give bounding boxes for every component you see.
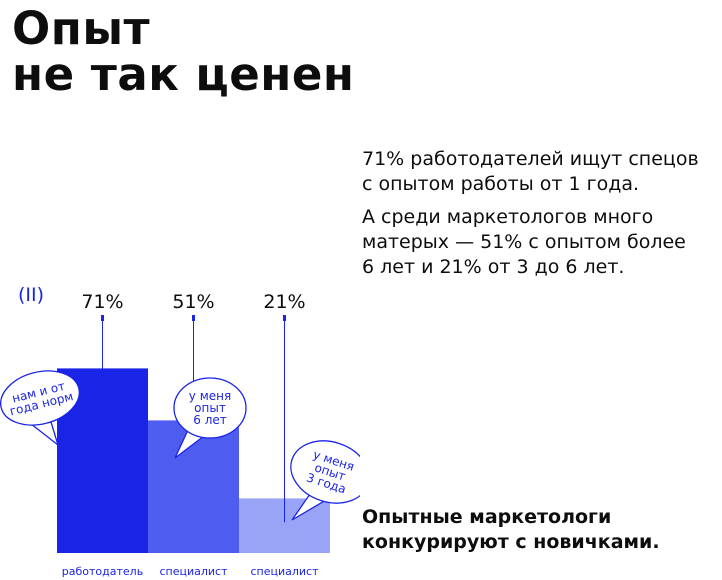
description-line: А среди маркетологов много [362, 206, 654, 228]
bar-chart: 71% работодатель 51% специалист 21% специалис… [0, 291, 360, 578]
bubble-shape [173, 377, 247, 439]
bubble-shape [290, 440, 360, 504]
section-marker: (II) [18, 284, 45, 306]
bubble-shape [0, 370, 80, 426]
bubble-text: у меня опыт 6 лет [189, 389, 231, 427]
category-label: специалист [159, 565, 228, 578]
bubble-text-line: 6 лет [193, 413, 227, 427]
conclusion-line-2: конкурируют с новичками. [362, 531, 660, 553]
description-paragraph-1: 71% работодателей ищут спецов с опытом р… [362, 147, 699, 197]
speech-bubble: у меня опыт 6 лет [173, 377, 247, 459]
description-line: с опытом работы от 1 года. [362, 173, 640, 195]
bubble-text-line: опыт [194, 401, 226, 415]
page-title: Опыт не так ценен [12, 6, 355, 98]
description-paragraph-2: А среди маркетологов много матерых — 51%… [362, 205, 686, 280]
conclusion-line-1: Опытные маркетологи [362, 506, 612, 528]
category-label: специалист [250, 565, 319, 578]
description-line: матерых — 51% с опытом более [362, 231, 686, 253]
bubble-text-line: у меня [189, 389, 231, 403]
value-label: 21% [263, 291, 305, 313]
title-line-2: не так ценен [12, 48, 355, 101]
description-line: 6 лет и 21% от 3 до 6 лет. [362, 256, 625, 278]
value-label: 51% [172, 291, 214, 313]
title-line-1: Опыт [12, 2, 151, 55]
conclusion: Опытные маркетологи конкурируют с новичк… [362, 505, 660, 555]
speech-bubble: нам и отгода норм [0, 370, 80, 447]
value-label: 71% [81, 291, 123, 313]
speech-bubble: у меняопыт3 года [290, 440, 360, 521]
description-line: 71% работодателей ищут спецов [362, 148, 699, 170]
category-label: работодатель [62, 565, 143, 578]
